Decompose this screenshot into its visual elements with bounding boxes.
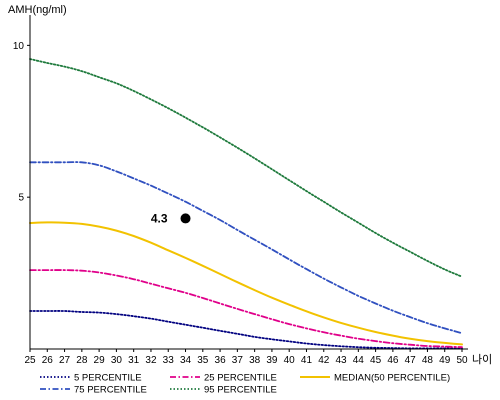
x-tick-label-4: 29 bbox=[94, 355, 106, 366]
x-tick-label-17: 42 bbox=[318, 355, 330, 366]
x-tick-label-14: 39 bbox=[266, 355, 278, 366]
x-tick-label-24: 49 bbox=[439, 355, 451, 366]
legend-item-2: MEDIAN(50 PERCENTILE) bbox=[300, 373, 450, 384]
legend-label-3: 75 PERCENTILE bbox=[74, 385, 147, 396]
y-tick-label-0: 5 bbox=[18, 193, 24, 204]
marker-group: 4.3 bbox=[151, 211, 191, 225]
x-tick-label-25: 50 bbox=[456, 355, 468, 366]
patient-amh-marker bbox=[180, 213, 191, 224]
x-tick-label-9: 34 bbox=[180, 355, 192, 366]
x-tick-label-23: 48 bbox=[422, 355, 434, 366]
y-axis-title: AMH(ng/ml) bbox=[8, 4, 67, 16]
legend-item-0: 5 PERCENTILE bbox=[40, 373, 142, 384]
x-tick-label-20: 45 bbox=[370, 355, 382, 366]
legend-label-4: 95 PERCENTILE bbox=[204, 385, 277, 396]
legend-label-0: 5 PERCENTILE bbox=[74, 373, 142, 384]
legend: 5 PERCENTILE 25 PERCENTILE MEDIAN(50 PERCE… bbox=[40, 373, 450, 396]
series-line-1 bbox=[29, 269, 463, 349]
y-tick-label-1: 10 bbox=[13, 41, 25, 52]
x-tick-label-6: 31 bbox=[128, 355, 140, 366]
series-line-3 bbox=[29, 161, 463, 335]
patient-amh-value-label: 4.3 bbox=[151, 211, 168, 225]
legend-label-1: 25 PERCENTILE bbox=[204, 373, 277, 384]
series-line-2 bbox=[29, 221, 463, 346]
x-tick-label-0: 25 bbox=[24, 355, 36, 366]
x-tick-label-13: 38 bbox=[249, 355, 261, 366]
legend-item-4: 95 PERCENTILE bbox=[170, 385, 277, 396]
x-tick-label-15: 40 bbox=[284, 355, 296, 366]
x-tick-label-18: 43 bbox=[335, 355, 347, 366]
x-tick-label-12: 37 bbox=[232, 355, 244, 366]
x-tick-label-5: 30 bbox=[111, 355, 123, 366]
legend-item-3: 75 PERCENTILE bbox=[40, 385, 147, 396]
x-tick-label-11: 36 bbox=[215, 355, 227, 366]
x-tick-label-3: 28 bbox=[76, 355, 88, 366]
axes: 5 10 25 26 27 28 29 30 31 32 33 34 35 36 37 38 39 40 41 42 4… bbox=[8, 4, 492, 366]
plot-area bbox=[29, 58, 463, 350]
x-axis-title: 나이 bbox=[472, 353, 492, 366]
legend-label-2: MEDIAN(50 PERCENTILE) bbox=[334, 373, 450, 384]
series-line-0 bbox=[29, 310, 463, 350]
x-tick-label-16: 41 bbox=[301, 355, 313, 366]
x-tick-label-2: 27 bbox=[59, 355, 71, 366]
legend-item-1: 25 PERCENTILE bbox=[170, 373, 277, 384]
x-tick-label-8: 33 bbox=[163, 355, 175, 366]
x-tick-label-22: 47 bbox=[405, 355, 417, 366]
x-tick-label-10: 35 bbox=[197, 355, 209, 366]
x-tick-label-21: 46 bbox=[387, 355, 399, 366]
x-tick-label-19: 44 bbox=[353, 355, 365, 366]
x-tick-label-7: 32 bbox=[145, 355, 157, 366]
x-tick-label-1: 26 bbox=[42, 355, 54, 366]
series-line-4 bbox=[29, 58, 463, 278]
